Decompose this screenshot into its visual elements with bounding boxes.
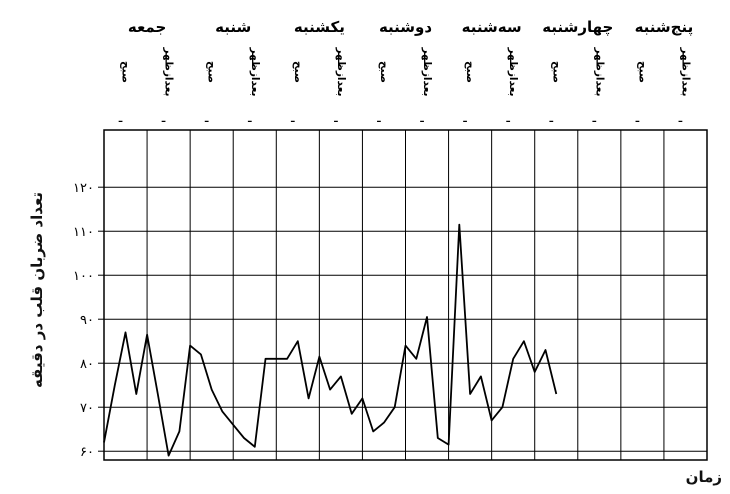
period-label: بعدازظهر: [507, 47, 519, 97]
period-labels: صبح ـ بعدازظهر ـ صبح ـ بعدازظهر ـ صبح ـ بعدازظهر ـ ص…: [118, 47, 692, 125]
y-tick-label: ۷۰: [80, 401, 94, 416]
y-axis-label: تعداد ضربان قلب در دقیقه: [28, 191, 46, 389]
plot-frame: [103, 129, 708, 461]
y-tick-label: ۱۱۰: [73, 225, 94, 240]
x-axis-label: زمان: [685, 468, 722, 486]
period-label: صبح: [120, 61, 132, 83]
day-label: سه‌شنبه: [462, 18, 522, 36]
day-label: جمعه: [128, 18, 166, 36]
period-marker: ـ: [290, 113, 295, 125]
period-label: بعدازظهر: [163, 47, 175, 97]
period-label: بعدازظهر: [593, 47, 605, 97]
y-tick-label: ۱۰۰: [73, 269, 94, 284]
period-marker: ـ: [505, 113, 510, 125]
day-label: یکشنبه: [294, 18, 345, 36]
period-marker: ـ: [118, 113, 123, 125]
day-label: دوشنبه: [379, 18, 432, 36]
period-label: صبح: [550, 61, 562, 83]
period-marker: ـ: [462, 113, 467, 125]
period-label: صبح: [206, 61, 218, 83]
period-label: بعدازظهر: [249, 47, 261, 97]
period-marker: ـ: [419, 113, 424, 125]
period-label: صبح: [464, 61, 476, 83]
day-labels: جمعه شنبه یکشنبه دوشنبه سه‌شنبه چهارشنبه پنج‌ش…: [128, 18, 693, 37]
y-tick-label: ۶۰: [80, 445, 94, 460]
period-label: بعدازظهر: [679, 47, 691, 97]
period-label: صبح: [292, 61, 304, 83]
period-marker: ـ: [678, 113, 683, 125]
day-label: چهارشنبه: [542, 18, 613, 37]
y-tick-label: ۹۰: [80, 313, 94, 328]
period-label: بعدازظهر: [335, 47, 347, 97]
period-label: صبح: [636, 61, 648, 83]
period-marker: ـ: [548, 113, 553, 125]
period-label: صبح: [378, 61, 390, 83]
day-label: پنج‌شنبه: [635, 18, 694, 37]
period-marker: ـ: [247, 113, 252, 125]
period-marker: ـ: [635, 113, 640, 125]
period-marker: ـ: [592, 113, 597, 125]
y-tick-label: ۱۲۰: [73, 181, 94, 196]
period-marker: ـ: [376, 113, 381, 125]
y-tick-label: ۸۰: [80, 357, 94, 372]
period-marker: ـ: [204, 113, 209, 125]
grid: [98, 130, 707, 460]
day-label: شنبه: [215, 18, 251, 36]
heart-rate-series-line: [103, 223, 558, 457]
period-marker: ـ: [333, 113, 338, 125]
period-label: بعدازظهر: [421, 47, 433, 97]
y-tick-labels: ۶۰ ۷۰ ۸۰ ۹۰ ۱۰۰ ۱۱۰ ۱۲۰: [73, 181, 94, 460]
period-marker: ـ: [161, 113, 166, 125]
